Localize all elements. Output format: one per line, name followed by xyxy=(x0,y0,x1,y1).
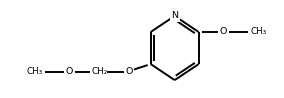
Text: CH₃: CH₃ xyxy=(26,67,43,76)
Text: O: O xyxy=(220,28,227,36)
Text: O: O xyxy=(125,67,133,76)
Text: CH₃: CH₃ xyxy=(250,28,266,36)
Text: CH₂: CH₂ xyxy=(91,67,107,76)
Text: N: N xyxy=(171,11,178,20)
Text: O: O xyxy=(66,67,73,76)
